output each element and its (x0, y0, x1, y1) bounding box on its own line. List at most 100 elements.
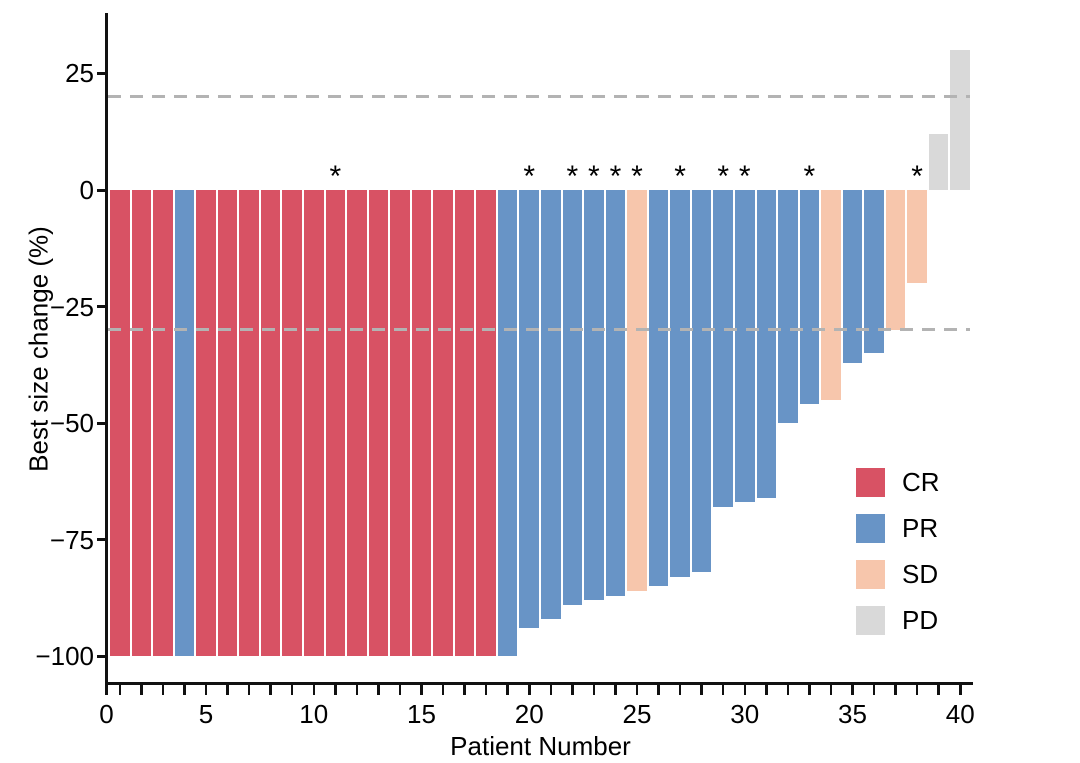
y-tick-label: −50 (49, 408, 94, 439)
x-tick (808, 685, 811, 695)
significance-asterisk: * (523, 160, 536, 193)
legend-item: SD (856, 560, 940, 589)
x-tick (334, 685, 337, 695)
patient-bar (411, 190, 432, 657)
significance-asterisk: * (717, 160, 730, 193)
patient-bar (217, 190, 238, 657)
patient-bar (260, 190, 281, 657)
legend-item: PD (856, 606, 940, 635)
patient-bar (713, 190, 733, 508)
significance-asterisk: * (329, 160, 342, 193)
significance-asterisk: * (566, 160, 579, 193)
x-tick (441, 685, 445, 695)
legend-label: CR (902, 467, 940, 497)
y-tick (97, 71, 105, 75)
x-tick (183, 685, 186, 695)
x-tick (851, 685, 854, 695)
x-tick (506, 685, 509, 695)
x-tick (743, 685, 746, 695)
significance-asterisk: * (631, 160, 643, 193)
x-tick-label: 5 (198, 699, 214, 729)
patient-bar (821, 190, 841, 400)
x-tick (937, 685, 940, 695)
patient-bar (174, 190, 195, 657)
x-tick (161, 685, 165, 695)
x-tick (959, 685, 962, 695)
patient-bar (153, 190, 173, 657)
patient-bar (648, 190, 669, 587)
x-tick (765, 685, 768, 695)
patient-bar (239, 190, 259, 657)
y-tick (97, 188, 105, 192)
patient-bar (110, 190, 130, 657)
y-tick (97, 538, 105, 542)
patient-bar (562, 190, 583, 605)
patient-bar (454, 190, 475, 657)
significance-asterisk: * (738, 160, 751, 193)
legend-item: CR (856, 468, 940, 497)
patient-bar (325, 190, 346, 657)
x-tick-label: 0 (99, 699, 114, 729)
legend-item: PR (856, 514, 940, 543)
legend-swatch (856, 606, 885, 635)
x-tick (678, 685, 682, 695)
significance-asterisk: * (674, 160, 686, 193)
x-axis-title: Patient Number (450, 731, 631, 761)
y-tick (97, 305, 105, 309)
x-tick (398, 685, 402, 695)
threshold-line (108, 328, 970, 332)
patient-bar (131, 190, 152, 657)
patient-bar (605, 190, 626, 596)
x-tick-label: 20 (514, 699, 544, 729)
x-tick (226, 685, 229, 695)
x-tick (247, 685, 251, 695)
x-tick (635, 685, 639, 695)
x-tick-label: 30 (730, 699, 760, 729)
x-tick (872, 685, 876, 695)
x-tick (463, 685, 466, 695)
x-tick (657, 685, 660, 695)
x-tick-label: 10 (299, 699, 329, 729)
y-tick (97, 421, 105, 425)
patient-bar (347, 190, 367, 657)
patient-bar (497, 190, 518, 657)
legend-label: SD (902, 559, 939, 589)
legend-swatch (856, 514, 885, 543)
significance-asterisk: * (803, 160, 816, 193)
patient-bar (368, 190, 389, 657)
patient-bar (950, 50, 971, 190)
patient-bar (390, 190, 410, 657)
patient-bar (476, 190, 496, 657)
x-axis-line (105, 682, 973, 685)
x-tick-label: 40 (945, 699, 975, 729)
patient-bar (799, 190, 820, 405)
patient-bar (670, 190, 690, 578)
x-tick (420, 685, 423, 695)
patient-bar (519, 190, 540, 629)
patient-bar (433, 190, 453, 657)
patient-bar (541, 190, 561, 619)
y-tick-label: 0 (79, 175, 94, 205)
patient-bar (584, 190, 604, 601)
legend: CR PR SD PD (856, 468, 940, 635)
x-tick (528, 685, 531, 695)
x-tick (484, 685, 488, 695)
patient-bar (756, 190, 777, 498)
patient-bar (303, 190, 324, 657)
patient-bar (691, 190, 712, 573)
x-tick (915, 685, 919, 695)
x-tick (204, 685, 208, 695)
x-tick (894, 685, 897, 695)
legend-label: PD (902, 605, 939, 635)
x-tick (571, 685, 574, 695)
x-tick (312, 685, 315, 695)
x-tick (592, 685, 596, 695)
patient-bar (627, 190, 647, 592)
y-tick-label: −25 (49, 291, 94, 322)
x-tick (829, 685, 833, 695)
x-tick (786, 685, 790, 695)
y-tick-label: 25 (65, 58, 94, 89)
x-tick (290, 685, 294, 695)
x-tick (377, 685, 380, 695)
